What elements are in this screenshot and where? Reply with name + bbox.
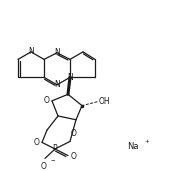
Text: Na: Na [127, 142, 139, 151]
Text: O: O [33, 138, 39, 147]
Text: O: O [71, 152, 77, 161]
Text: O: O [71, 129, 77, 138]
Text: N: N [28, 47, 34, 56]
Text: +: + [144, 139, 149, 144]
Text: N: N [67, 73, 73, 82]
Text: N: N [54, 80, 60, 89]
Text: P: P [53, 144, 57, 154]
Text: N: N [54, 48, 60, 57]
Text: −: − [50, 158, 55, 163]
Text: O: O [41, 162, 47, 171]
Text: O: O [44, 96, 50, 105]
Text: OH: OH [99, 97, 111, 106]
